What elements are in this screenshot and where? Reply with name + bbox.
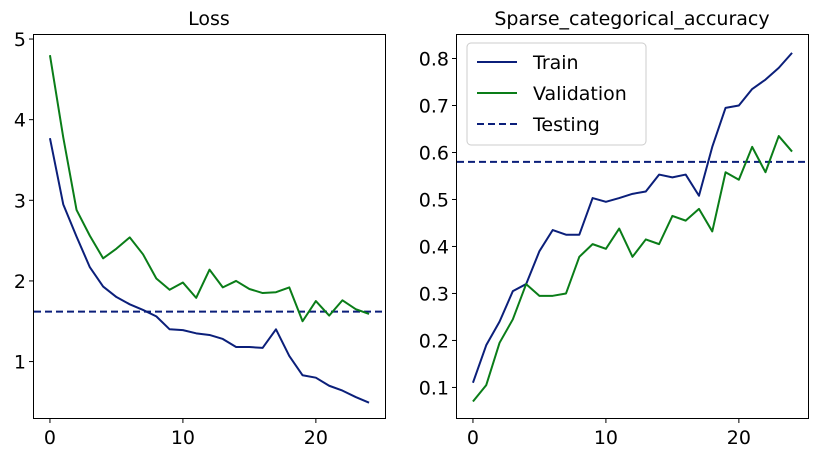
accuracy-y-tick-label: 0.4 (419, 236, 449, 258)
loss-chart-frame (33, 34, 386, 419)
legend-box (466, 42, 647, 146)
loss-y-tick-label: 2 (14, 271, 26, 293)
accuracy-validation-line (472, 135, 793, 403)
accuracy-y-tick-label: 0.5 (419, 189, 449, 211)
legend-label-testing: Testing (532, 114, 600, 136)
accuracy-y-tick-label: 0.1 (419, 377, 449, 399)
accuracy-y-tick-label: 0.3 (419, 283, 449, 305)
loss-chart: Loss 0 10 20 1 2 3 4 5 (14, 8, 386, 449)
loss-y-tick-label: 1 (14, 352, 26, 374)
loss-y-tick-label: 3 (14, 190, 26, 212)
accuracy-x-tick-label: 20 (727, 427, 751, 449)
accuracy-y-tick-label: 0.2 (419, 330, 449, 352)
accuracy-y-tick-label: 0.6 (419, 142, 449, 164)
loss-y-tick-label: 5 (14, 29, 26, 51)
loss-x-tick-label: 0 (44, 427, 56, 449)
legend-label-validation: Validation (533, 83, 627, 105)
accuracy-chart-title: Sparse_categorical_accuracy (494, 8, 769, 30)
loss-train-line (48, 138, 370, 404)
legend-label-train: Train (532, 52, 579, 74)
accuracy-y-tick-label: 0.8 (419, 48, 449, 70)
loss-x-tick-label: 10 (171, 427, 195, 449)
loss-y-tick-label: 4 (14, 110, 26, 132)
accuracy-chart-frame (456, 34, 809, 419)
accuracy-y-tick-label: 0.7 (419, 95, 449, 117)
accuracy-chart: Sparse_categorical_accuracy 0 10 200.10.20… (419, 8, 809, 449)
accuracy-x-tick-label: 10 (594, 427, 618, 449)
loss-x-tick-label: 20 (304, 427, 328, 449)
accuracy-chart-marks: 0 10 20 0.1 0.2 0.3 0.4 0.5 0.6 0.7 0.8 (419, 48, 808, 449)
loss-chart-title: Loss (188, 8, 230, 30)
loss-validation-line (48, 55, 370, 323)
loss-chart-marks: 0 10 20 1 2 3 4 5 (14, 29, 385, 449)
accuracy-chart-legend: Train Validation Testing (466, 42, 647, 146)
accuracy-x-tick-label: 0 (467, 427, 479, 449)
